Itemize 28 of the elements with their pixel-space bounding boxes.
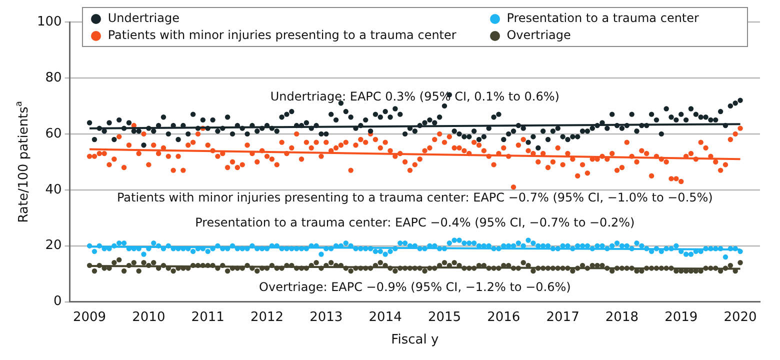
annotation: Patients with minor injuries presenting to a trauma center: EAPC −0.7% (95% CI, −1.0% to −0.5%) bbox=[116, 190, 713, 204]
y-tick-label: 80 bbox=[45, 70, 62, 86]
legend-label: Presentation to a trauma center bbox=[506, 10, 699, 27]
legend-label: Overtriage bbox=[506, 27, 571, 44]
x-tick-label: 2019 bbox=[664, 310, 698, 325]
legend-label: Patients with minor injuries presenting to a trauma center bbox=[108, 27, 456, 44]
x-tick-label: 2015 bbox=[428, 310, 462, 325]
x-tick-label: 2009 bbox=[72, 310, 106, 325]
legend-label: Undertriage bbox=[108, 10, 180, 27]
x-tick-label: 2010 bbox=[132, 310, 166, 325]
y-tick-label: 20 bbox=[45, 238, 62, 254]
y-axis-title: Rate/100 patientsa bbox=[14, 101, 32, 223]
annotation: Overtriage: EAPC −0.9% (95% CI, −1.2% to −0.6%) bbox=[259, 280, 571, 294]
x-tick-label: 2011 bbox=[191, 310, 224, 325]
y-tick-label: 0 bbox=[54, 294, 62, 310]
x-axis-title: Fiscal y bbox=[391, 332, 439, 348]
annotation: Undertriage: EAPC 0.3% (95% CI, 0.1% to 0.6%) bbox=[270, 90, 560, 104]
x-tick-label: 2013 bbox=[310, 310, 343, 325]
x-tick-label: 2012 bbox=[250, 310, 284, 325]
y-tick-label: 100 bbox=[36, 14, 62, 30]
y-tick-label: 40 bbox=[45, 182, 62, 198]
x-tick-label: 2016 bbox=[487, 310, 520, 325]
annotation: Presentation to a trauma center: EAPC −0.4% (95% CI, −0.7% to −0.2%) bbox=[195, 216, 635, 230]
y-tick-label: 60 bbox=[45, 126, 62, 142]
x-tick-label: 2017 bbox=[546, 310, 580, 325]
x-tick-label: 2014 bbox=[368, 310, 402, 325]
x-tick-label: 2020 bbox=[724, 310, 757, 325]
x-tick-label: 2018 bbox=[605, 310, 639, 325]
